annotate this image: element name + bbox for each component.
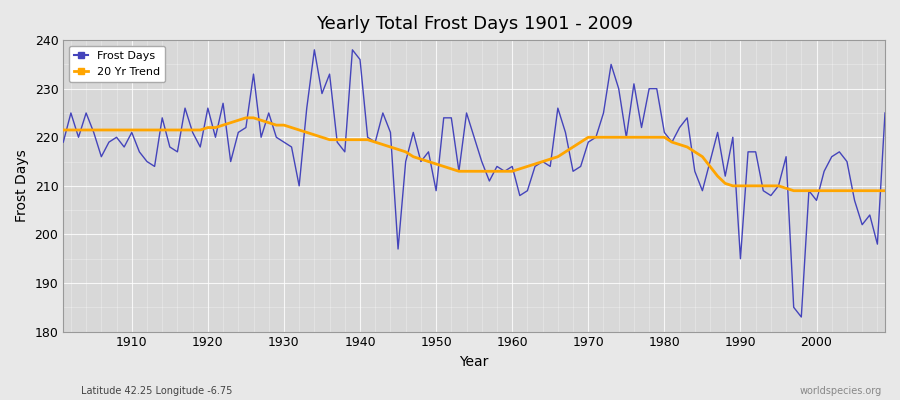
Title: Yearly Total Frost Days 1901 - 2009: Yearly Total Frost Days 1901 - 2009 xyxy=(316,15,633,33)
Text: Latitude 42.25 Longitude -6.75: Latitude 42.25 Longitude -6.75 xyxy=(81,386,232,396)
X-axis label: Year: Year xyxy=(460,355,489,369)
Text: worldspecies.org: worldspecies.org xyxy=(800,386,882,396)
Legend: Frost Days, 20 Yr Trend: Frost Days, 20 Yr Trend xyxy=(68,46,166,82)
Y-axis label: Frost Days: Frost Days xyxy=(15,150,29,222)
